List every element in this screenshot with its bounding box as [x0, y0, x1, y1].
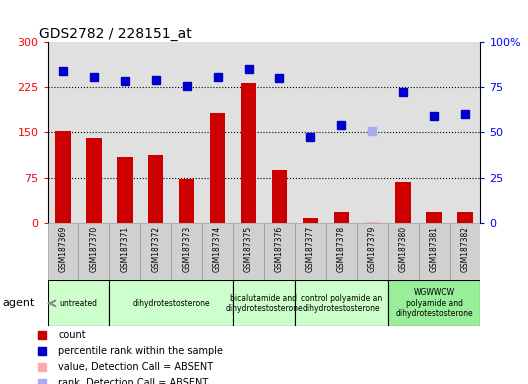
Bar	[202, 223, 233, 280]
Bar	[388, 280, 480, 326]
Bar	[48, 223, 79, 280]
Text: GSM187378: GSM187378	[337, 226, 346, 272]
Bar	[171, 223, 202, 280]
Bar	[109, 223, 140, 280]
Bar	[233, 280, 295, 326]
Text: GSM187377: GSM187377	[306, 226, 315, 272]
Bar	[295, 223, 326, 280]
Bar	[303, 218, 318, 223]
Text: GSM187373: GSM187373	[182, 226, 191, 272]
Text: GSM187369: GSM187369	[59, 226, 68, 272]
Bar	[295, 280, 388, 326]
Text: agent: agent	[3, 298, 35, 308]
Text: WGWWCW
polyamide and
dihydrotestosterone: WGWWCW polyamide and dihydrotestosterone	[395, 288, 473, 318]
Bar	[48, 280, 109, 326]
Text: GDS2782 / 228151_at: GDS2782 / 228151_at	[39, 27, 192, 41]
Text: GSM187382: GSM187382	[460, 226, 469, 271]
Bar	[457, 212, 473, 223]
Bar	[326, 223, 357, 280]
Bar	[264, 223, 295, 280]
Bar	[86, 138, 101, 223]
Bar	[210, 113, 225, 223]
Bar	[427, 212, 442, 223]
Text: bicalutamide and
dihydrotestosterone: bicalutamide and dihydrotestosterone	[225, 294, 303, 313]
Text: untreated: untreated	[60, 299, 98, 308]
Text: GSM187371: GSM187371	[120, 226, 129, 272]
Text: GSM187375: GSM187375	[244, 226, 253, 272]
Bar	[241, 83, 256, 223]
Bar	[334, 212, 349, 223]
Bar	[395, 182, 411, 223]
Text: GSM187374: GSM187374	[213, 226, 222, 272]
Text: dihydrotestosterone: dihydrotestosterone	[133, 299, 210, 308]
Bar	[179, 179, 194, 223]
Bar	[79, 223, 109, 280]
Text: percentile rank within the sample: percentile rank within the sample	[58, 346, 223, 356]
Text: GSM187372: GSM187372	[151, 226, 161, 272]
Text: GSM187380: GSM187380	[399, 226, 408, 272]
Text: value, Detection Call = ABSENT: value, Detection Call = ABSENT	[58, 362, 213, 372]
Bar	[117, 157, 133, 223]
Bar	[449, 223, 480, 280]
Bar	[55, 131, 71, 223]
Text: control polyamide an
dihydrotestosterone: control polyamide an dihydrotestosterone	[300, 294, 382, 313]
Bar	[388, 223, 419, 280]
Text: GSM187370: GSM187370	[89, 226, 98, 272]
Bar	[419, 223, 449, 280]
Text: GSM187379: GSM187379	[367, 226, 377, 272]
Bar	[140, 223, 171, 280]
Bar	[109, 280, 233, 326]
Text: count: count	[58, 330, 86, 340]
Bar	[364, 222, 380, 223]
Bar	[233, 223, 264, 280]
Text: GSM187381: GSM187381	[430, 226, 439, 271]
Bar	[272, 170, 287, 223]
Bar	[148, 156, 164, 223]
Bar	[357, 223, 388, 280]
Text: GSM187376: GSM187376	[275, 226, 284, 272]
Text: rank, Detection Call = ABSENT: rank, Detection Call = ABSENT	[58, 378, 209, 384]
